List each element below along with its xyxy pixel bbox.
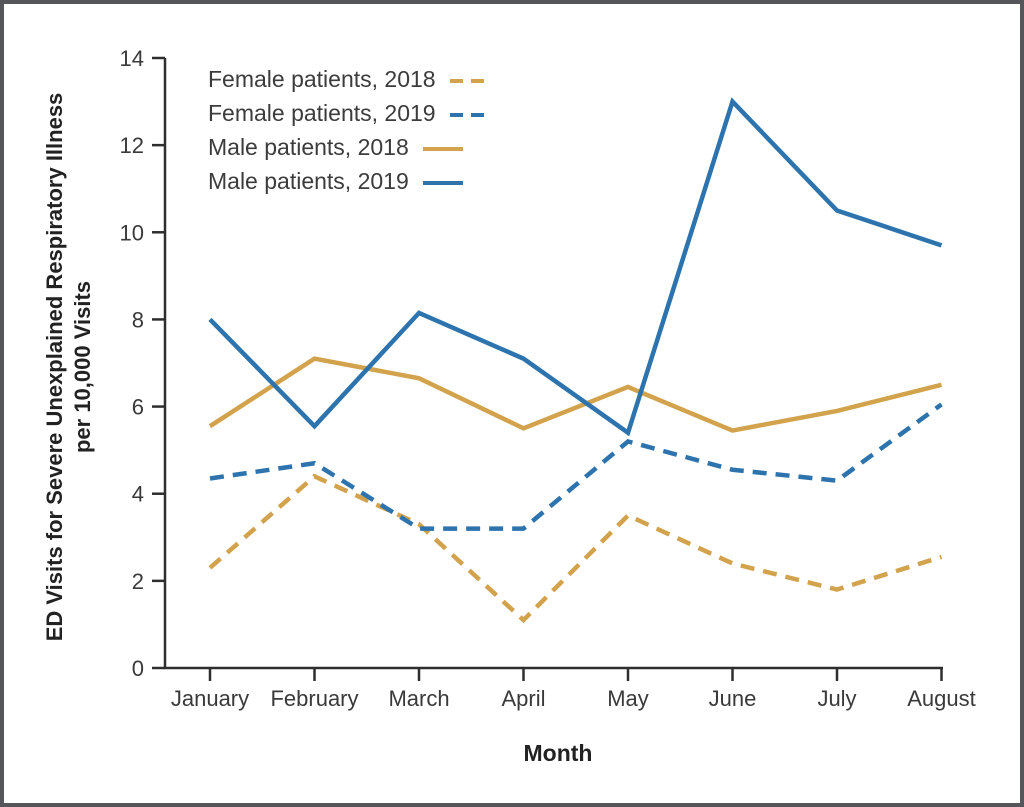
legend-label: Male patients, 2019 <box>208 167 409 194</box>
x-tick-label-march: March <box>388 686 449 711</box>
y-tick-label-6: 6 <box>132 395 144 420</box>
y-tick-label-8: 8 <box>132 307 144 332</box>
x-tick-label-february: February <box>270 686 358 711</box>
y-tick-label-0: 0 <box>132 656 144 681</box>
legend-line-sample-dashed-blue <box>449 112 490 118</box>
x-tick-label-july: July <box>817 686 856 711</box>
y-tick-label-10: 10 <box>120 220 144 245</box>
legend: Female patients, 2018 Female patients, 2… <box>208 62 490 198</box>
plot-area: 0 2 4 6 8 10 12 14 January February March April May J… <box>120 46 976 711</box>
series-line-male-patients-2019 <box>208 97 943 437</box>
x-tick-label-june: June <box>709 686 757 711</box>
series-line-female-patients-2019 <box>209 402 943 531</box>
legend-item-female-2018: Female patients, 2018 <box>208 62 490 96</box>
legend-item-male-2018: Male patients, 2018 <box>208 130 490 164</box>
legend-line-sample-solid-blue <box>422 180 463 186</box>
series-line-male-patients-2018 <box>208 356 943 433</box>
legend-line-sample-dashed-tan <box>449 78 490 84</box>
legend-label: Female patients, 2019 <box>208 99 436 126</box>
legend-line-sample-solid-tan <box>422 146 463 152</box>
legend-label: Male patients, 2018 <box>208 133 409 160</box>
y-tick-label-4: 4 <box>132 482 144 507</box>
x-tick-label-may: May <box>607 686 649 711</box>
y-tick-label-2: 2 <box>132 569 144 594</box>
x-tick-label-august: August <box>907 686 976 711</box>
y-tick-label-14: 14 <box>120 46 144 71</box>
x-axis-title: Month <box>523 740 593 766</box>
legend-label: Female patients, 2018 <box>208 65 436 92</box>
x-tick-label-april: April <box>501 686 545 711</box>
x-tick-label-january: January <box>171 686 249 711</box>
legend-item-male-2019: Male patients, 2019 <box>208 164 490 198</box>
y-tick-label-12: 12 <box>120 133 144 158</box>
series-line-female-patients-2018 <box>208 473 943 624</box>
legend-item-female-2019: Female patients, 2019 <box>208 96 490 130</box>
